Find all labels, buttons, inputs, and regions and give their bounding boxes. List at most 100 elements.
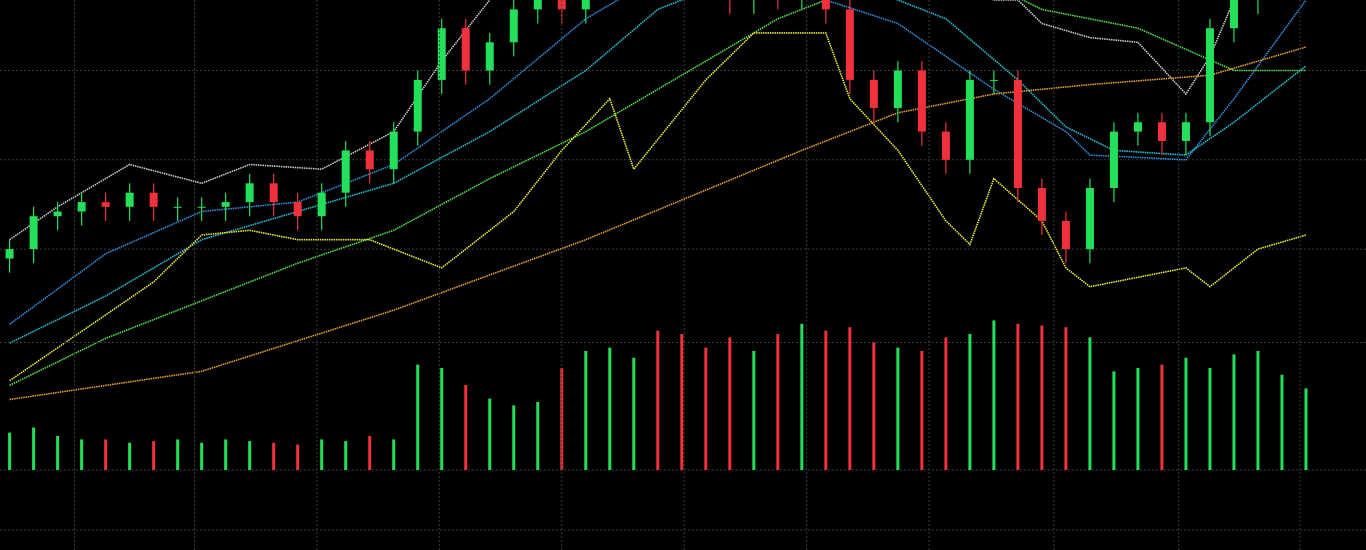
volume-bar — [680, 334, 684, 470]
candle-body — [29, 216, 38, 250]
volume-bar — [944, 337, 948, 470]
candle-body — [293, 202, 302, 217]
candle-body — [1229, 0, 1238, 29]
volume-bar — [704, 347, 708, 470]
volume-bar — [1040, 325, 1044, 470]
candle-body — [437, 28, 446, 80]
volume-bar — [320, 439, 324, 470]
candle-body — [1085, 188, 1094, 250]
volume-bar — [608, 347, 612, 470]
candle-body — [317, 192, 326, 217]
volume-bar — [536, 402, 540, 470]
volume-bar — [1232, 354, 1236, 470]
volume-bar — [512, 405, 516, 470]
volume-bar — [1160, 364, 1164, 470]
volume-bar — [8, 432, 12, 470]
volume-bar — [848, 327, 852, 470]
volume-bar — [632, 357, 636, 470]
volume-bar — [728, 337, 732, 470]
volume-bar — [440, 368, 444, 470]
candle-body — [581, 0, 590, 10]
volume-bar — [752, 351, 756, 470]
candle-body — [869, 79, 878, 109]
moving-average-line — [9, 0, 1235, 241]
candle-body — [1037, 188, 1046, 221]
volume-bar — [104, 439, 108, 470]
candle-body — [1157, 122, 1166, 141]
candle-body — [509, 9, 518, 43]
volume-bar — [560, 368, 564, 470]
volume-bar — [1088, 337, 1092, 470]
volume-bar — [800, 323, 804, 470]
volume-bar — [224, 439, 228, 470]
volume-bar — [992, 320, 996, 470]
candle-body — [245, 183, 254, 203]
volume-bar — [272, 442, 276, 470]
volume-bar — [416, 364, 420, 470]
candle-body — [341, 150, 350, 193]
volume-bar — [32, 427, 36, 470]
candle-body — [1181, 122, 1190, 141]
candle-body — [533, 0, 542, 10]
volume-bar — [1208, 368, 1212, 470]
candle-body — [149, 192, 158, 207]
candle-body — [485, 42, 494, 71]
volume-bar — [896, 347, 900, 470]
volume-bar — [152, 441, 156, 470]
candle-body — [389, 131, 398, 170]
candle-body — [365, 150, 374, 170]
candle-body — [173, 206, 182, 208]
moving-average-line — [9, 0, 1306, 387]
candle-body — [845, 9, 854, 80]
volume-bar — [248, 441, 252, 470]
volume-bar — [368, 436, 372, 470]
candle-body — [413, 79, 422, 132]
volume-bar — [128, 442, 132, 470]
volume-bar — [176, 439, 180, 470]
candle-body — [1061, 220, 1070, 250]
volume-bar — [488, 398, 492, 470]
volume-bar — [776, 334, 780, 470]
candle-body — [101, 202, 110, 207]
candle-body — [77, 202, 86, 212]
candle-body — [1013, 79, 1022, 188]
moving-average-line — [9, 46, 1307, 401]
volume-bar — [1016, 323, 1020, 470]
volume-bar — [1136, 368, 1140, 470]
candle-body — [1109, 131, 1118, 188]
volume-bar — [824, 330, 828, 470]
volume-bar — [56, 436, 60, 470]
candle-body — [5, 249, 14, 259]
candle-body — [221, 202, 230, 207]
moving-average-line — [9, 32, 1307, 382]
candle-body — [989, 79, 998, 81]
volume-bar — [872, 342, 876, 470]
moving-average-line — [9, 0, 1307, 344]
moving-average-line — [9, 0, 1307, 325]
candle-body — [965, 79, 974, 160]
volume-bar — [584, 351, 588, 470]
candle-body — [893, 70, 902, 109]
volume-bar — [344, 441, 348, 470]
candle-body — [461, 28, 470, 71]
volume-bar — [1304, 388, 1308, 470]
candle-body — [941, 131, 950, 160]
candle-body — [269, 183, 278, 203]
volume-panel — [0, 320, 1366, 471]
volume-bar — [1184, 357, 1188, 470]
volume-bar — [1064, 327, 1068, 470]
volume-bar — [968, 334, 972, 470]
volume-bar — [1112, 371, 1116, 470]
volume-bar — [200, 442, 204, 470]
candle-body — [125, 192, 134, 207]
candle-body — [917, 70, 926, 132]
volume-bar — [464, 385, 468, 470]
volume-bar — [80, 439, 84, 470]
candle-body — [197, 206, 206, 208]
candle-body — [1133, 122, 1142, 132]
volume-bar — [920, 351, 924, 470]
volume-bar — [1256, 351, 1260, 470]
candle-body — [821, 0, 830, 10]
